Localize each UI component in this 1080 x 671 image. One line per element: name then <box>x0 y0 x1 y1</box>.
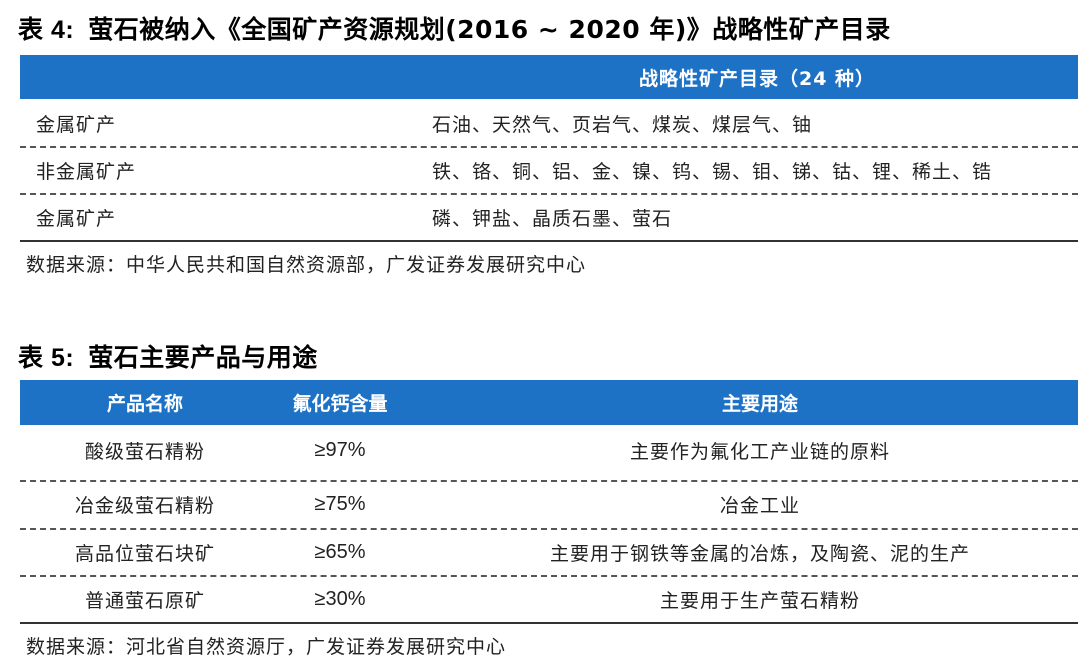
table4-row: 金属矿产 石油、天然气、页岩气、煤炭、煤层气、铀 <box>20 101 1078 145</box>
table5-row: 高品位萤石块矿 ≥65% 主要用于钢铁等金属的冶炼，及陶瓷、泥的生产 <box>20 530 1078 574</box>
table5-caption-number: 表 5: <box>18 344 75 372</box>
table5-caption-title: 萤石主要产品与用途 <box>88 343 318 372</box>
table5-header-product: 产品名称 <box>106 393 183 415</box>
table5-header: 产品名称 氟化钙含量 主要用途 <box>20 380 1078 425</box>
table5-main-use: 冶金工业 <box>719 495 800 517</box>
table5-row: 酸级萤石精粉 ≥97% 主要作为氟化工产业链的原料 <box>20 427 1078 473</box>
table4-row: 金属矿产 磷、钾盐、晶质石墨、萤石 <box>20 195 1078 239</box>
table4-bottom-rule <box>20 240 1078 242</box>
table4-header: 战略性矿产目录（24 种） <box>20 55 1078 99</box>
table4-row-category: 金属矿产 <box>36 113 117 136</box>
table5-main-use: 主要用于生产萤石精粉 <box>659 589 860 612</box>
table5-row: 冶金级萤石精粉 ≥75% 冶金工业 <box>20 482 1078 527</box>
table5-header-content: 氟化钙含量 <box>292 393 388 415</box>
table5-fluoride-content: ≥75% <box>314 493 366 515</box>
table4-caption-title: 萤石被纳入《全国矿产资源规划(2016 ~ 2020 年)》战略性矿产目录 <box>88 15 891 44</box>
table5-source: 数据来源：河北省自然资源厅，广发证券发展研究中心 <box>26 636 507 658</box>
table4-row-minerals: 铁、铬、铜、铝、金、镍、钨、锡、钼、锑、钴、锂、稀土、锆 <box>432 160 993 183</box>
table4-caption: 表 4: 萤石被纳入《全国矿产资源规划(2016 ~ 2020 年)》战略性矿产目… <box>18 10 891 46</box>
table4-header-label: 战略性矿产目录（24 种） <box>639 67 876 90</box>
row-divider <box>20 193 1078 195</box>
table4-row-minerals: 石油、天然气、页岩气、煤炭、煤层气、铀 <box>432 113 813 136</box>
table4-row: 非金属矿产 铁、铬、铜、铝、金、镍、钨、锡、钼、锑、钴、锂、稀土、锆 <box>20 148 1078 192</box>
table5-product-name: 冶金级萤石精粉 <box>74 495 215 517</box>
row-divider <box>20 575 1078 577</box>
table5-fluoride-content: ≥30% <box>314 587 366 610</box>
table5-row: 普通萤石原矿 ≥30% 主要用于生产萤石精粉 <box>20 577 1078 621</box>
table5-bottom-rule <box>20 622 1078 624</box>
row-divider <box>20 146 1078 148</box>
table5-product-name: 酸级萤石精粉 <box>84 440 205 463</box>
row-divider <box>20 528 1078 530</box>
table4-source: 数据来源：中华人民共和国自然资源部，广发证券发展研究中心 <box>26 254 587 276</box>
table5-fluoride-content: ≥97% <box>314 438 366 461</box>
table4-row-category: 金属矿产 <box>36 207 117 230</box>
table4-caption-number: 表 4: <box>18 16 75 44</box>
table5-product-name: 普通萤石原矿 <box>84 589 205 612</box>
table4-row-minerals: 磷、钾盐、晶质石墨、萤石 <box>432 207 673 230</box>
table5-main-use: 主要作为氟化工产业链的原料 <box>629 440 890 463</box>
table5-product-name: 高品位萤石块矿 <box>74 542 215 565</box>
table5-caption: 表 5: 萤石主要产品与用途 <box>18 338 318 374</box>
table5-fluoride-content: ≥65% <box>314 540 366 563</box>
table4-row-category: 非金属矿产 <box>36 160 137 183</box>
table5-main-use: 主要用于钢铁等金属的冶炼，及陶瓷、泥的生产 <box>549 542 970 565</box>
table5-header-use: 主要用途 <box>721 393 798 415</box>
row-divider <box>20 480 1078 482</box>
